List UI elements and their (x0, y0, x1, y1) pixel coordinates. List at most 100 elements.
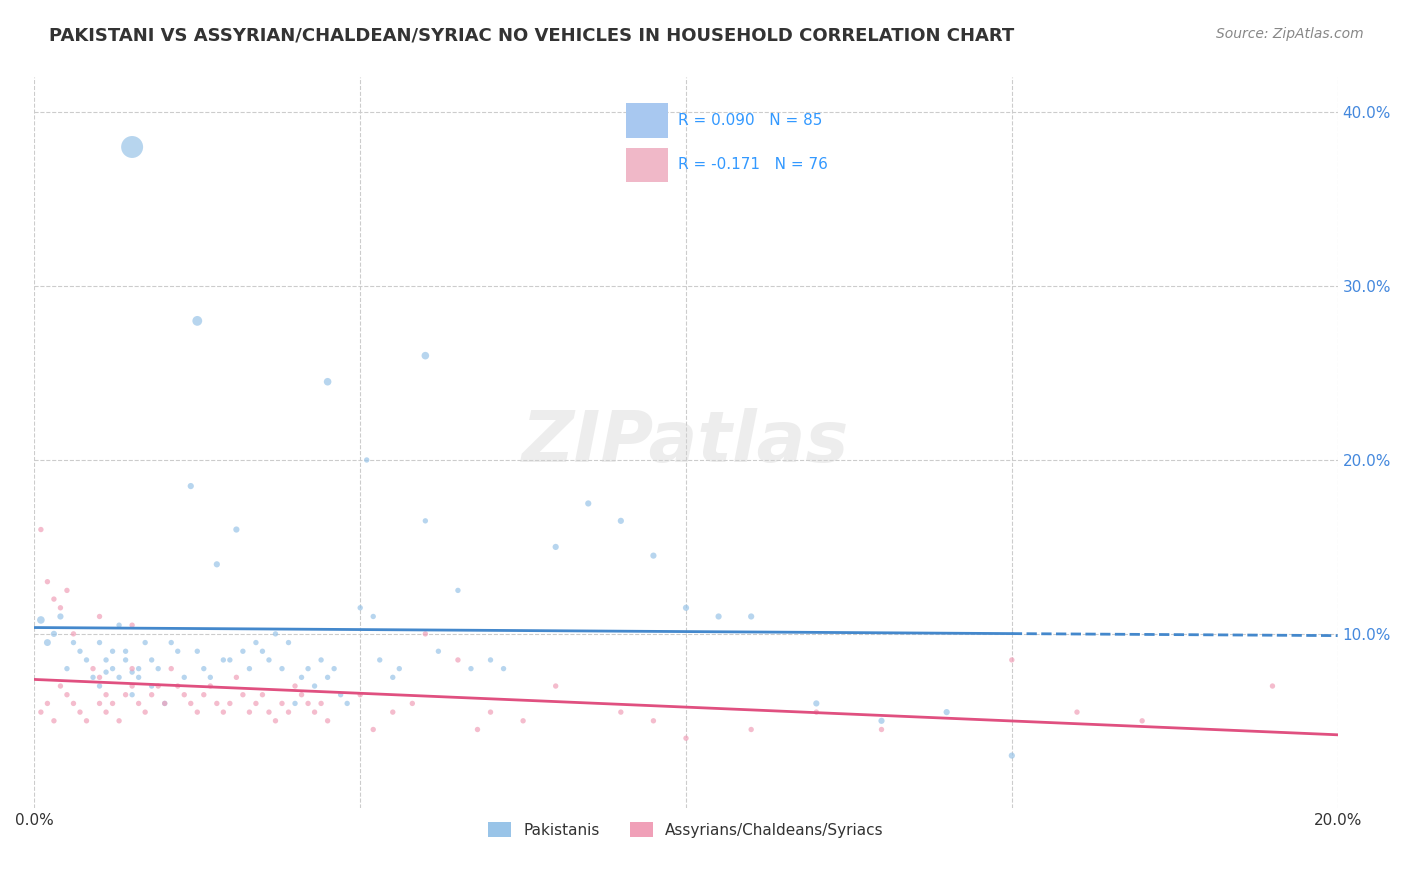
Point (460, 662, 482, 676)
Point (153, 697, 176, 711)
Point (277, 705, 299, 719)
Point (134, 635, 156, 649)
Point (349, 600, 371, 615)
Point (128, 697, 150, 711)
Point (141, 653, 163, 667)
Point (806, 697, 828, 711)
Point (740, 723, 762, 737)
Point (610, 705, 633, 719)
Point (304, 705, 326, 719)
Point (257, 653, 280, 667)
Point (49, 609, 72, 624)
Point (62, 635, 84, 649)
Point (141, 679, 163, 693)
Legend: Pakistanis, Assyrians/Chaldeans/Syriacs: Pakistanis, Assyrians/Chaldeans/Syriacs (482, 815, 890, 844)
Point (76, 714, 98, 728)
Point (153, 697, 176, 711)
Point (89, 635, 111, 649)
Text: R = -0.171   N = 76: R = -0.171 N = 76 (678, 157, 828, 172)
Point (225, 523, 247, 537)
Point (238, 662, 260, 676)
Point (193, 688, 215, 702)
Point (1001, 748, 1024, 763)
Point (108, 618, 131, 632)
Text: R = 0.090   N = 85: R = 0.090 N = 85 (678, 112, 823, 128)
Point (740, 609, 762, 624)
Point (160, 662, 183, 676)
Point (316, 714, 339, 728)
Point (200, 670, 222, 684)
Point (121, 662, 143, 676)
Point (89, 609, 111, 624)
Point (1001, 653, 1024, 667)
Point (643, 549, 665, 563)
Bar (626, 147, 668, 182)
Point (284, 697, 307, 711)
Point (101, 644, 124, 658)
Point (323, 662, 346, 676)
Point (492, 662, 515, 676)
Point (42, 714, 65, 728)
Point (361, 723, 384, 737)
Point (415, 627, 437, 641)
Point (173, 688, 195, 702)
Point (368, 653, 391, 667)
Point (304, 679, 326, 693)
Point (870, 714, 893, 728)
Point (245, 697, 267, 711)
Point (576, 496, 599, 510)
Point (512, 714, 534, 728)
Text: ZIPatlas: ZIPatlas (522, 409, 849, 477)
Point (193, 662, 215, 676)
Point (180, 697, 202, 711)
Point (37, 635, 59, 649)
Point (37, 574, 59, 589)
Point (141, 688, 163, 702)
Point (62, 627, 84, 641)
Point (56, 583, 79, 598)
Point (121, 665, 143, 679)
Point (388, 662, 411, 676)
Point (675, 731, 697, 746)
Point (30, 523, 52, 537)
Point (173, 670, 195, 684)
Point (101, 662, 124, 676)
Point (30, 705, 52, 719)
Point (114, 653, 136, 667)
Point (166, 644, 188, 658)
Point (94, 688, 117, 702)
Point (238, 705, 260, 719)
Point (94, 705, 117, 719)
Point (89, 697, 111, 711)
Point (42, 592, 65, 607)
Point (1066, 705, 1088, 719)
Point (76, 653, 98, 667)
Point (82, 662, 104, 676)
Point (316, 670, 339, 684)
Point (290, 688, 312, 702)
Point (610, 514, 633, 528)
Point (479, 705, 502, 719)
Point (128, 670, 150, 684)
Point (114, 644, 136, 658)
Text: Source: ZipAtlas.com: Source: ZipAtlas.com (1216, 27, 1364, 41)
Point (1130, 714, 1153, 728)
Point (42, 627, 65, 641)
Point (245, 635, 267, 649)
Point (212, 705, 235, 719)
Point (264, 714, 287, 728)
Point (415, 514, 437, 528)
Point (806, 705, 828, 719)
Point (160, 635, 183, 649)
Point (108, 670, 131, 684)
Point (381, 670, 404, 684)
Point (101, 697, 124, 711)
Point (200, 679, 222, 693)
Point (89, 679, 111, 693)
Point (56, 662, 79, 676)
Point (544, 540, 567, 554)
Bar (626, 103, 668, 137)
Point (252, 644, 274, 658)
Point (643, 714, 665, 728)
Point (205, 558, 228, 572)
